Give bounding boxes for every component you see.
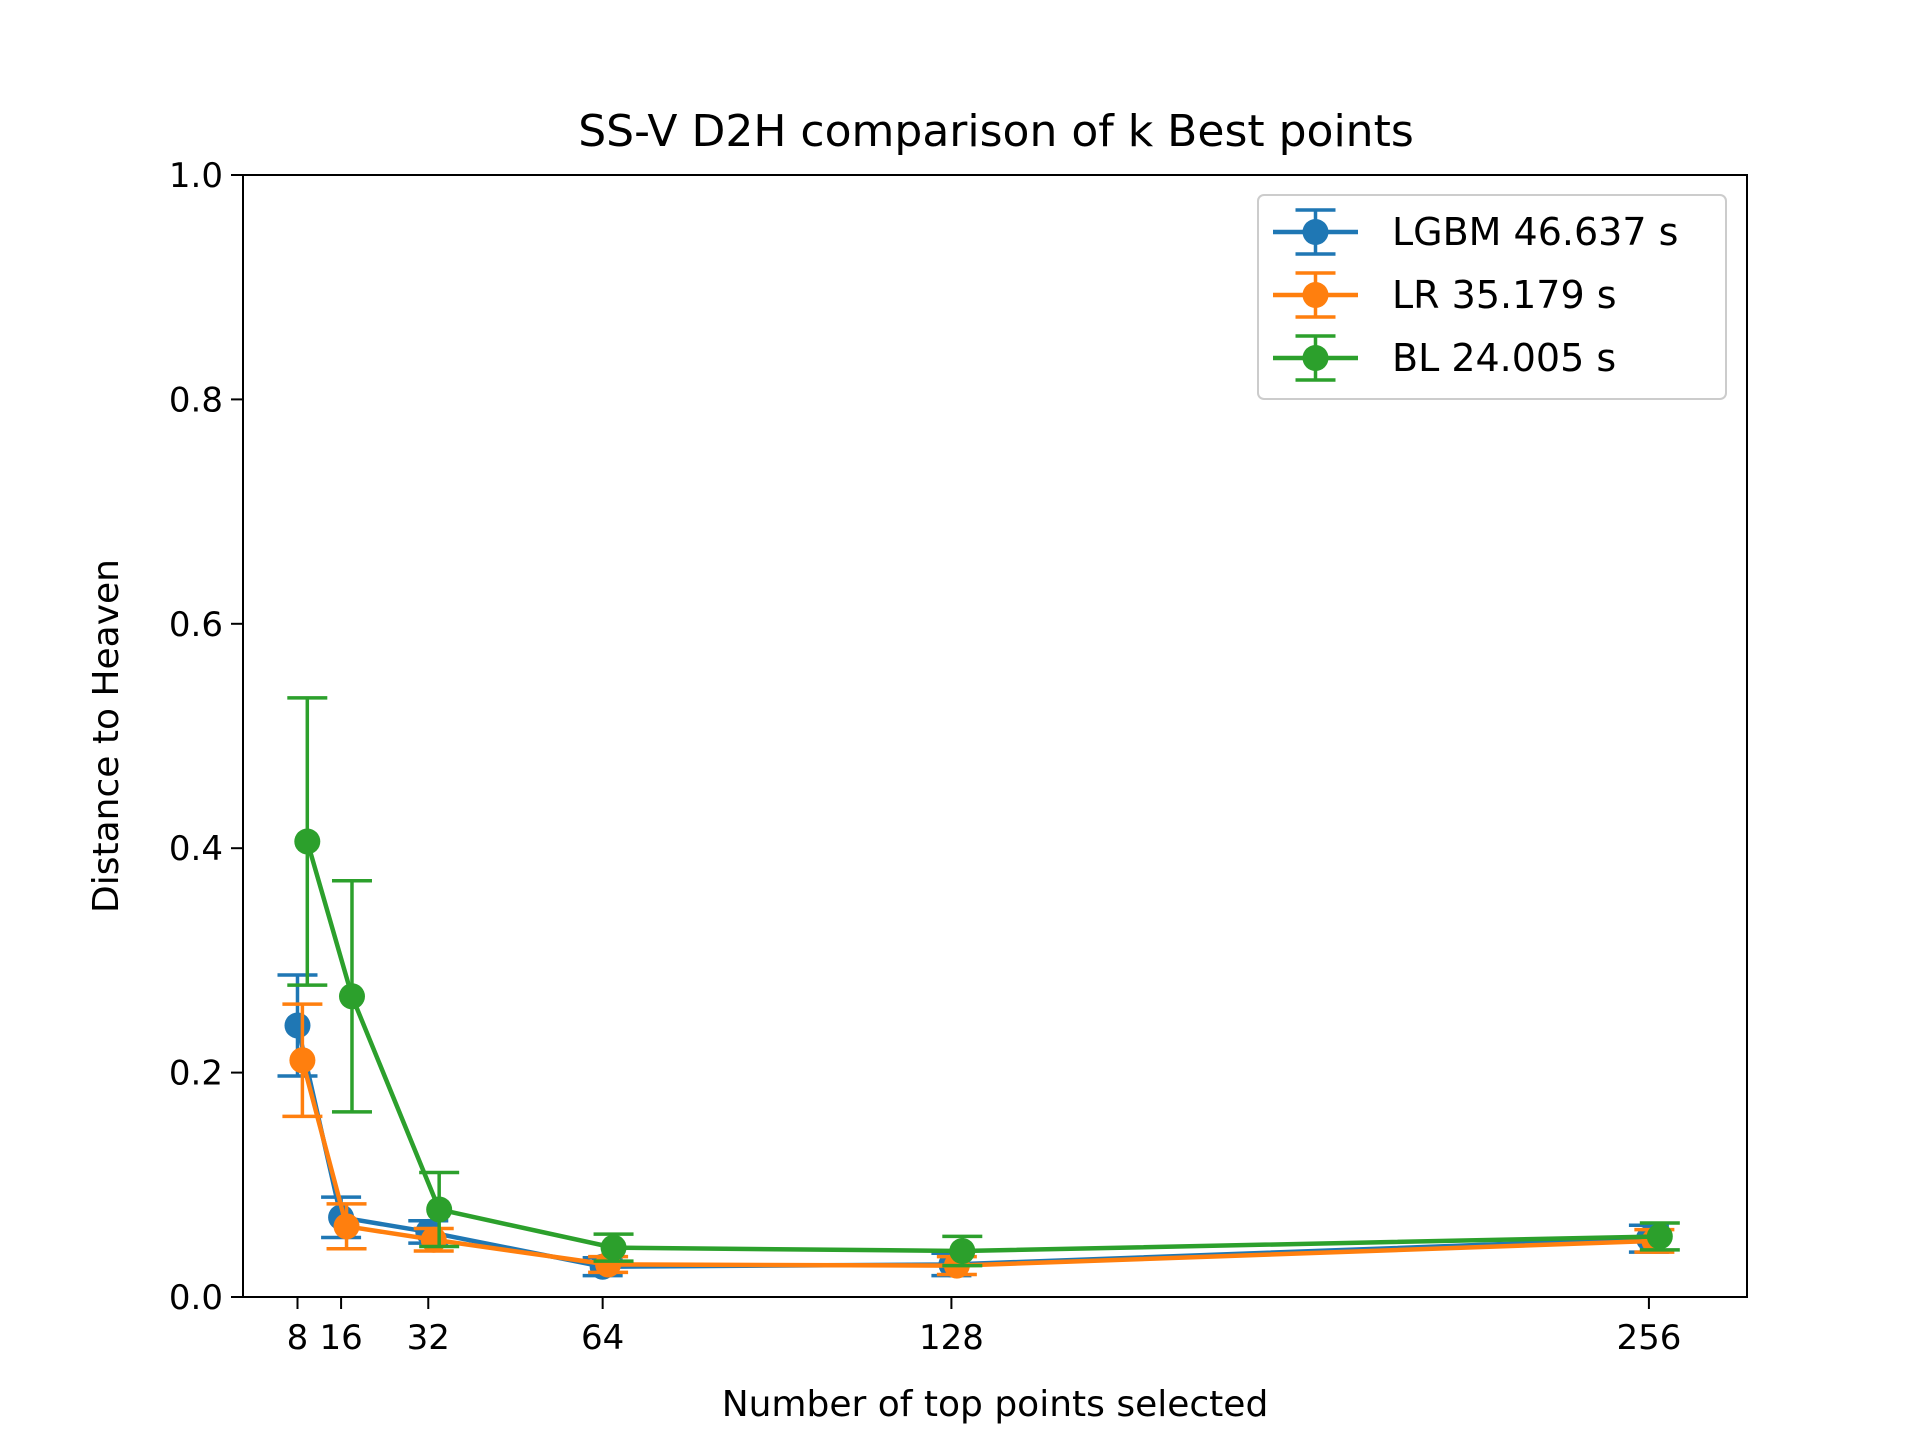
x-tick-label: 32 — [407, 1318, 450, 1358]
x-tick-label: 128 — [919, 1318, 984, 1358]
y-tick-label: 1.0 — [169, 156, 223, 196]
x-axis-label: Number of top points selected — [722, 1384, 1269, 1425]
legend-marker — [1302, 282, 1329, 308]
y-tick-label: 0.8 — [169, 380, 223, 420]
legend: LGBM 46.637 s LR 35.179 s BL 24.005 s — [1257, 194, 1727, 400]
data-point — [426, 1196, 453, 1223]
legend-label: BL 24.005 s — [1392, 336, 1616, 380]
series-line — [300, 1059, 1655, 1268]
y-tick-label: 0.2 — [169, 1054, 223, 1094]
chart-title: SS-V D2H comparison of k Best points — [578, 106, 1414, 157]
data-point — [294, 828, 321, 855]
axes-frame — [242, 174, 1748, 1298]
x-tick-label: 8 — [287, 1318, 309, 1358]
x-tick-label: 64 — [581, 1318, 624, 1358]
data-point — [1646, 1223, 1673, 1250]
y-axis-label: Distance to Heaven — [86, 559, 127, 913]
data-point — [949, 1237, 976, 1264]
x-tick-label: 256 — [1616, 1318, 1681, 1358]
series-2 — [287, 696, 1680, 1268]
x-tick-label: 16 — [319, 1318, 362, 1358]
y-tick-label: 0.6 — [169, 605, 223, 645]
data-point — [338, 983, 365, 1010]
legend-label: LR 35.179 s — [1392, 273, 1617, 317]
data-point — [284, 1012, 311, 1039]
y-tick-label: 0.0 — [169, 1278, 223, 1318]
data-point — [420, 1226, 447, 1253]
legend-marker — [1302, 219, 1329, 245]
data-point — [600, 1234, 627, 1261]
data-point — [333, 1213, 360, 1240]
legend-marker — [1302, 345, 1329, 371]
y-tick-label: 0.4 — [169, 829, 223, 869]
data-point — [289, 1047, 316, 1074]
x-axis: 8 16 32 64 128 256 — [287, 1297, 1681, 1358]
legend-frame — [1257, 194, 1727, 400]
series-line — [305, 840, 1660, 1254]
legend-label: LGBM 46.637 s — [1392, 210, 1678, 254]
plot-area — [277, 696, 1680, 1280]
y-axis: 0.0 0.2 0.4 0.6 0.8 1.0 — [169, 156, 243, 1318]
